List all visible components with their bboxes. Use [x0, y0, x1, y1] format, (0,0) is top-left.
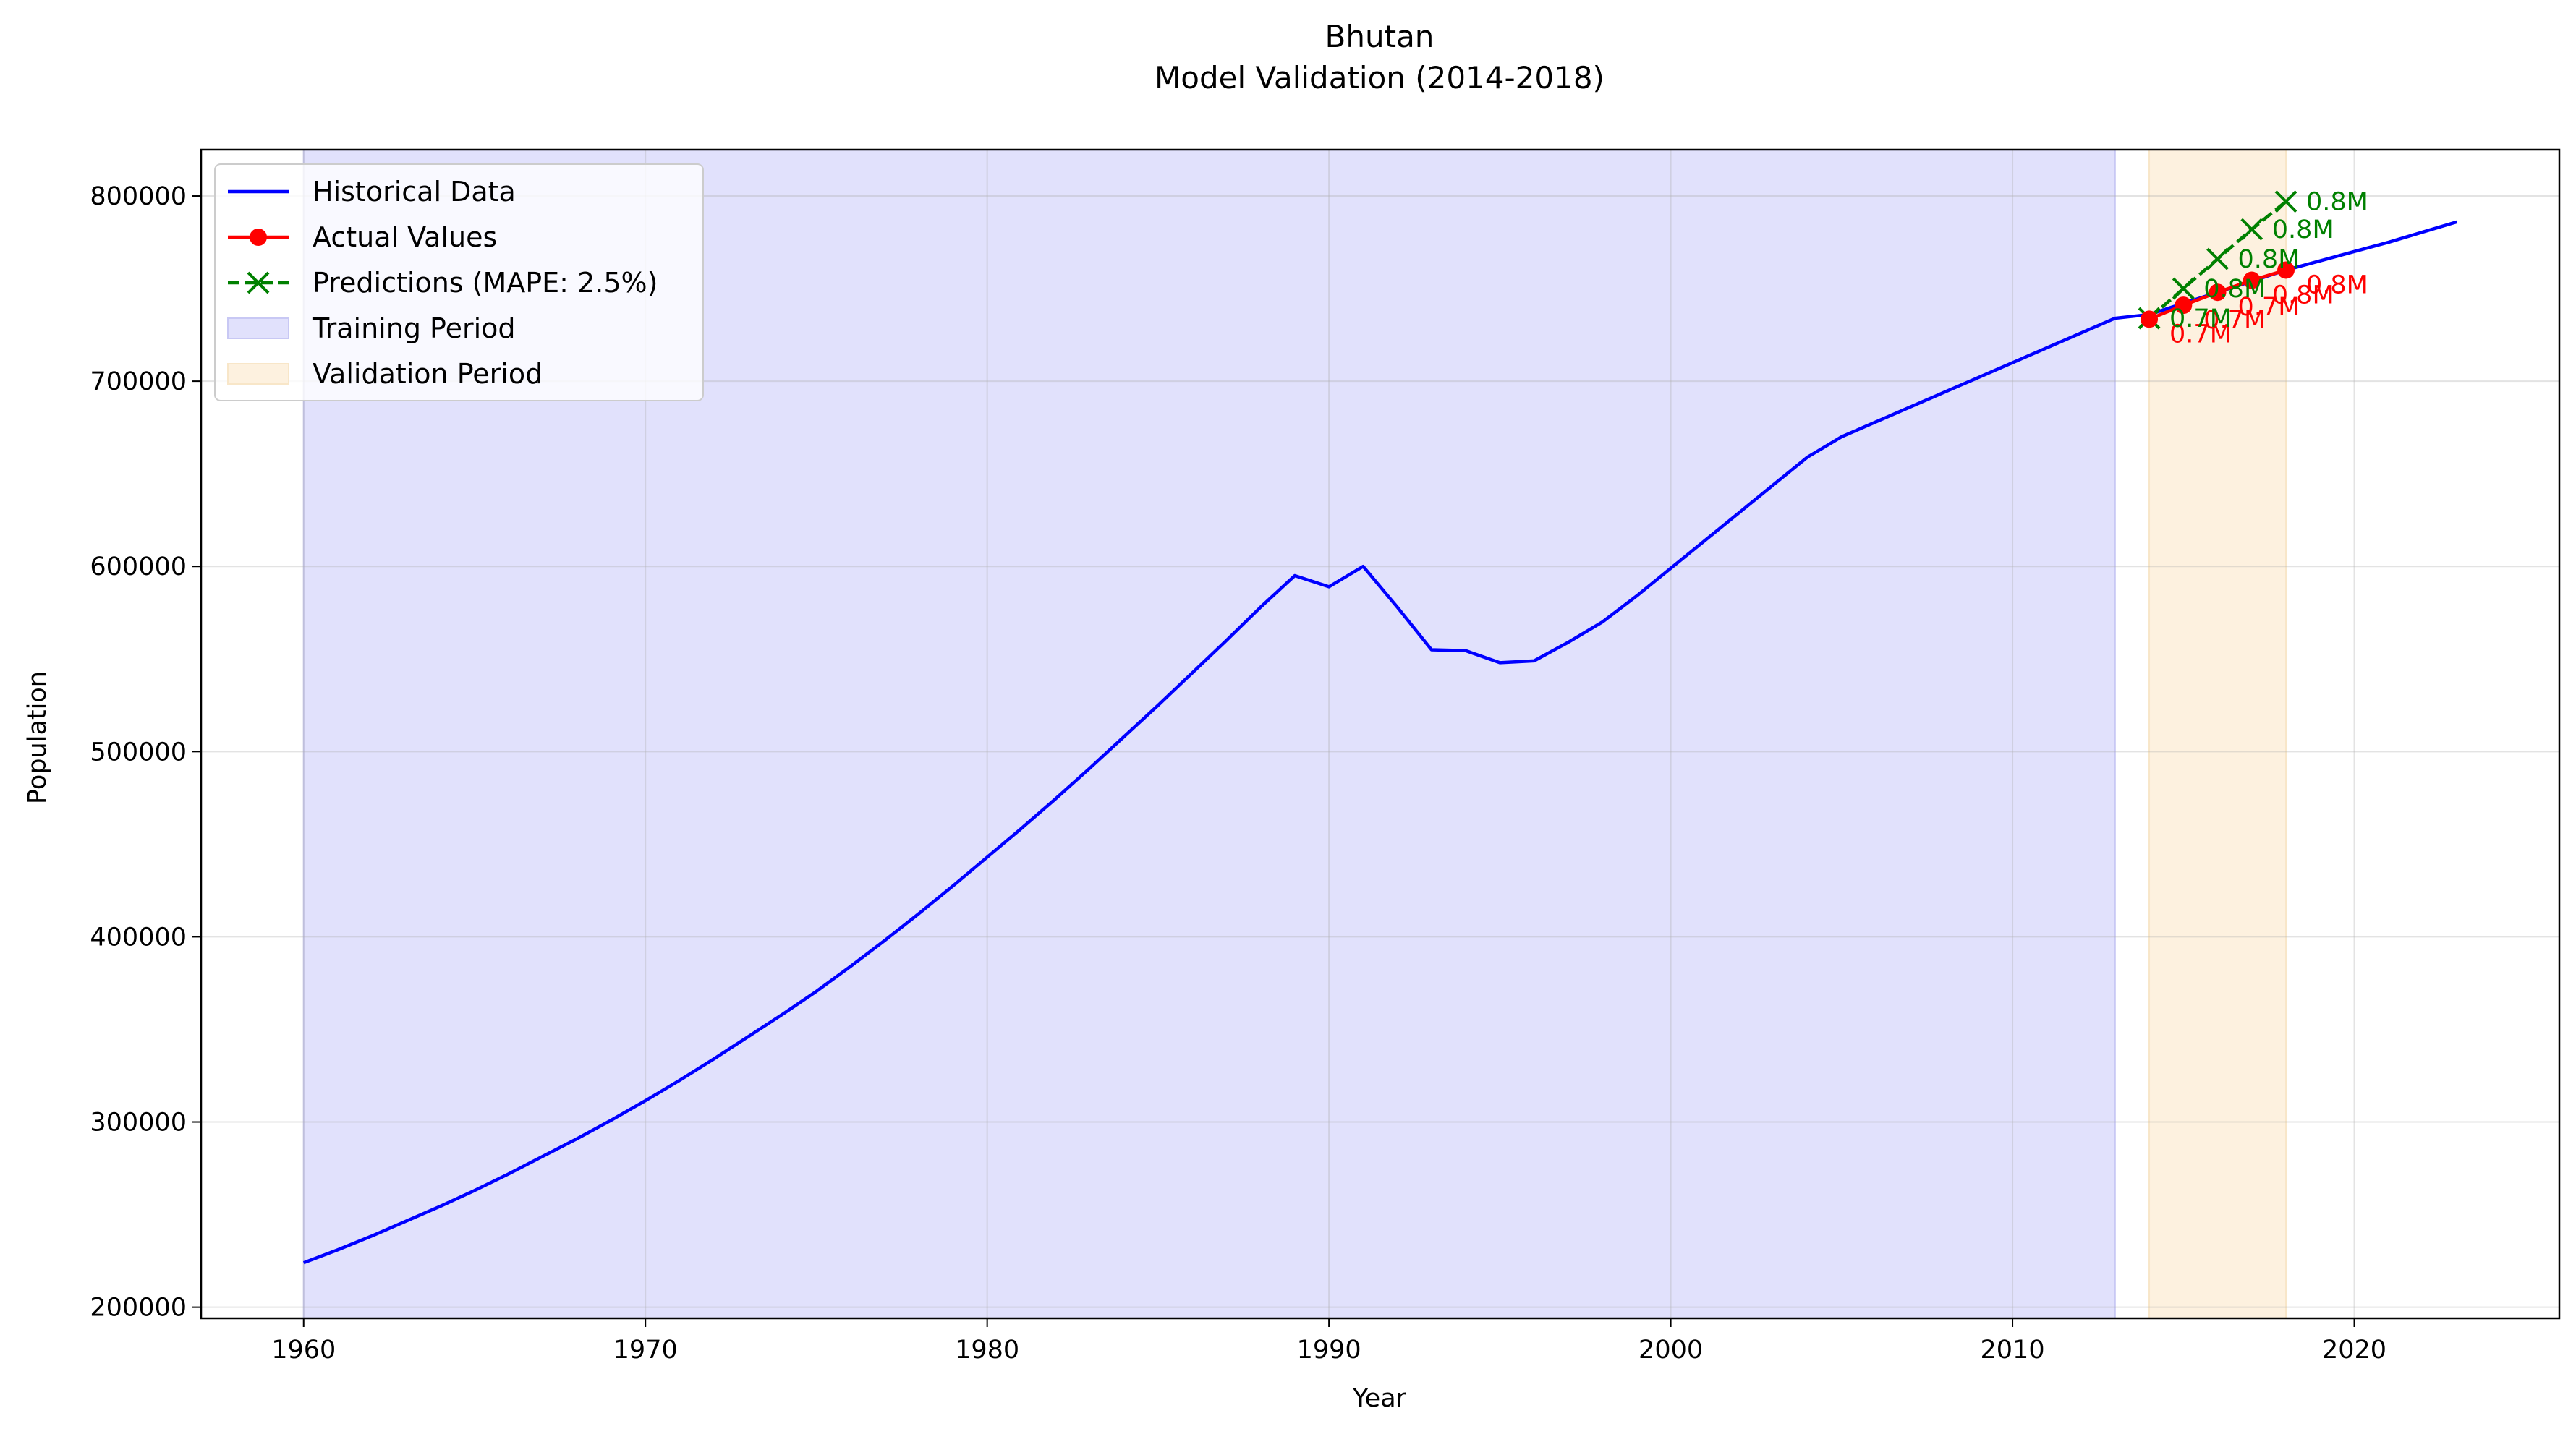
x-tick-label: 1970	[613, 1336, 678, 1365]
historical-data-line	[302, 220, 2457, 1265]
actual-point	[2243, 271, 2261, 289]
x-tick-label: 1960	[271, 1336, 336, 1365]
actual-point	[2175, 296, 2193, 315]
actual-value-label: 0.7M	[2203, 306, 2266, 335]
legend-swatch	[227, 317, 289, 339]
actual-point	[2209, 283, 2227, 302]
chart-title: Bhutan	[1325, 19, 1434, 54]
y-tick-label: 600000	[90, 552, 187, 581]
legend-label: Validation Period	[313, 358, 543, 390]
prediction-point	[2240, 218, 2263, 241]
legend-item: Historical Data	[228, 176, 516, 208]
legend-item: Actual Values	[228, 221, 497, 253]
prediction-marker-stroke	[2172, 277, 2195, 300]
legend-label: Training Period	[312, 312, 516, 344]
legend: Historical Data Actual Values Predictions …	[214, 163, 704, 401]
x-axis-label: Year	[1352, 1384, 1407, 1413]
y-tick-label: 800000	[90, 182, 187, 211]
y-tick-label: 200000	[90, 1294, 187, 1323]
legend-label: Predictions (MAPE: 2.5%)	[313, 267, 658, 299]
legend-label: Historical Data	[313, 176, 516, 208]
chart-subtitle: Model Validation (2014-2018)	[1155, 60, 1604, 95]
legend-marker	[247, 271, 270, 294]
y-axis-label: Population	[23, 671, 52, 804]
legend-swatch	[227, 363, 289, 385]
prediction-point	[2206, 247, 2229, 270]
prediction-value-label: 0.8M	[2306, 188, 2368, 217]
legend-item: Training Period	[227, 312, 516, 344]
prediction-marker-stroke	[2240, 218, 2263, 241]
x-tick-label: 2000	[1638, 1336, 1703, 1365]
prediction-value-label: 0.7M	[2169, 304, 2232, 333]
legend-item: Predictions (MAPE: 2.5%)	[228, 267, 658, 299]
y-tick-label: 300000	[90, 1109, 187, 1138]
x-tick-label: 1980	[955, 1336, 1019, 1365]
prediction-value-label: 0.8M	[2203, 275, 2266, 304]
actual-value-label: 0.8M	[2272, 281, 2334, 310]
prediction-value-label: 0.8M	[2272, 215, 2334, 244]
x-tick-label: 2010	[1981, 1336, 2045, 1365]
validation-period-band	[2148, 149, 2287, 1319]
legend-item: Validation Period	[227, 358, 543, 390]
prediction-marker-stroke	[2206, 247, 2229, 270]
y-tick-label: 400000	[90, 923, 187, 952]
legend-box	[214, 163, 704, 401]
plot-frame	[200, 148, 2561, 1320]
actual-value-label: 0.8M	[2306, 270, 2368, 299]
actual-value-label: 0.7M	[2238, 293, 2300, 322]
actual-point	[2141, 310, 2159, 328]
prediction-value-label: 0.8M	[2238, 245, 2300, 274]
x-tick-label: 2020	[2322, 1336, 2386, 1365]
legend-marker	[250, 229, 267, 246]
x-tick-label: 1990	[1297, 1336, 1361, 1365]
prediction-point	[2172, 277, 2195, 300]
y-tick-label: 500000	[90, 738, 187, 767]
actual-point	[2277, 261, 2295, 279]
prediction-marker-stroke	[2274, 190, 2297, 213]
actual-value-label: 0.7M	[2169, 320, 2232, 349]
legend-label: Actual Values	[313, 221, 497, 253]
prediction-point	[2274, 190, 2297, 213]
y-tick-label: 700000	[90, 367, 187, 396]
